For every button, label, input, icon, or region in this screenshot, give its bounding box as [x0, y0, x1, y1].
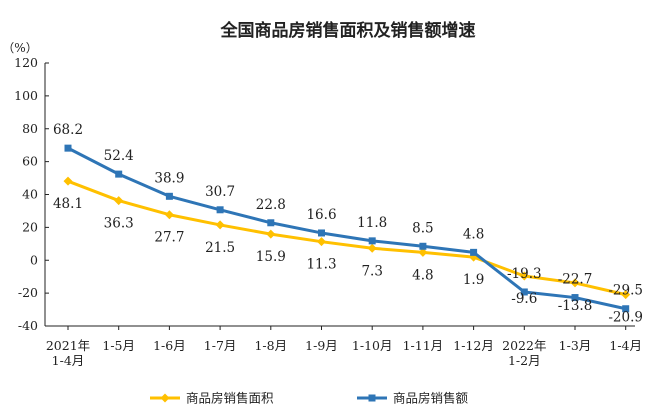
data-label-sales: 52.4	[104, 148, 134, 164]
y-tick-label: 100	[14, 88, 38, 103]
legend-marker-sales	[368, 394, 376, 402]
x-tick-label: 1-4月	[609, 338, 642, 353]
data-point-area	[164, 210, 174, 220]
data-point-sales	[520, 288, 528, 296]
x-tick-label: 1-5月	[102, 338, 135, 353]
data-label-area: -13.8	[558, 298, 593, 314]
data-label-sales: -22.7	[558, 272, 593, 288]
data-point-area	[570, 278, 580, 288]
x-tick-label: 2022年 1-2月	[502, 338, 546, 368]
y-tick-label: 60	[22, 154, 38, 169]
y-tick-label: 40	[22, 187, 38, 202]
data-label-sales: 68.2	[53, 122, 83, 138]
data-point-area	[519, 271, 529, 281]
data-label-area: 4.8	[412, 267, 433, 283]
data-label-area: 27.7	[154, 230, 184, 246]
data-label-area: 7.3	[361, 263, 382, 279]
data-label-sales: 11.8	[357, 215, 387, 231]
series-line-sales	[67, 146, 627, 311]
data-point-area	[266, 229, 276, 239]
data-labels: 48.1 36.3 27.7 21.5 15.9 11.3 7.3 4.8 1.9 -9.6 -13…	[53, 122, 643, 325]
data-point-sales	[622, 305, 630, 313]
data-label-area: -9.6	[511, 291, 537, 307]
chart-title: 全国商品房销售面积及销售额增速	[220, 20, 476, 41]
x-axis-ticks: 2021年 1-4月 1-5月 1-6月 1-7月 1-8月 1-9月 1-10月 1-11月 1…	[46, 326, 642, 368]
x-tick-label: 1-8月	[254, 338, 287, 353]
data-point-sales	[419, 242, 427, 250]
data-point-sales	[318, 229, 325, 237]
data-label-sales: -29.5	[608, 283, 643, 299]
data-point-sales	[470, 248, 478, 256]
data-label-sales: 38.9	[154, 170, 184, 186]
legend-label-area: 商品房销售面积	[186, 391, 274, 406]
y-tick-label: -20	[18, 285, 38, 300]
data-label-area: 21.5	[205, 240, 235, 256]
y-tick-label: 120	[14, 55, 38, 70]
data-point-area	[418, 247, 428, 257]
data-label-sales: 8.5	[412, 220, 433, 236]
data-label-sales: 22.8	[256, 197, 286, 213]
data-point-sales	[571, 294, 579, 302]
data-label-sales: 16.6	[306, 207, 336, 223]
data-point-area	[114, 196, 124, 206]
data-point-area	[317, 237, 326, 247]
y-axis-ticks: -40 -20 0 20 40 60 80 100 120	[14, 55, 49, 333]
series-layer	[63, 144, 631, 313]
data-label-area: -20.9	[608, 310, 643, 326]
y-axis-unit: （%）	[2, 41, 37, 55]
x-tick-label: 1-10月	[352, 338, 393, 353]
data-point-area	[63, 176, 73, 186]
data-label-area: 11.3	[306, 257, 336, 273]
data-label-sales: 30.7	[205, 184, 235, 200]
data-label-area: 15.9	[256, 249, 286, 265]
data-point-sales	[165, 192, 173, 200]
data-label-area: 1.9	[463, 272, 484, 288]
data-label-area: 48.1	[53, 196, 83, 212]
data-label-sales: 4.8	[463, 226, 484, 242]
legend: 商品房销售面积 商品房销售额	[150, 391, 469, 406]
data-label-sales: -19.3	[507, 266, 542, 282]
x-tick-label: 2021年 1-4月	[46, 338, 90, 368]
x-tick-label: 1-3月	[559, 338, 592, 353]
data-point-sales	[368, 237, 376, 245]
data-point-area	[621, 290, 631, 300]
x-tick-label: 1-11月	[403, 338, 444, 353]
data-label-area: 36.3	[104, 216, 134, 232]
legend-label-sales: 商品房销售额	[393, 391, 469, 406]
data-point-sales	[64, 144, 72, 152]
x-tick-label: 1-7月	[204, 338, 237, 353]
x-tick-label: 1-9月	[305, 338, 338, 353]
y-tick-label: -40	[18, 318, 38, 333]
data-point-sales	[267, 219, 275, 227]
y-tick-label: 80	[22, 121, 38, 136]
data-point-sales	[216, 206, 224, 214]
data-point-area	[367, 243, 377, 253]
data-point-area	[215, 220, 225, 230]
series-line-area	[67, 179, 627, 297]
data-point-sales	[115, 170, 123, 178]
x-tick-label: 1-12月	[453, 338, 494, 353]
y-tick-label: 0	[30, 252, 38, 267]
x-tick-label: 1-6月	[153, 338, 186, 353]
legend-marker-area	[160, 393, 170, 403]
axes	[44, 63, 635, 327]
y-tick-label: 20	[22, 219, 38, 234]
